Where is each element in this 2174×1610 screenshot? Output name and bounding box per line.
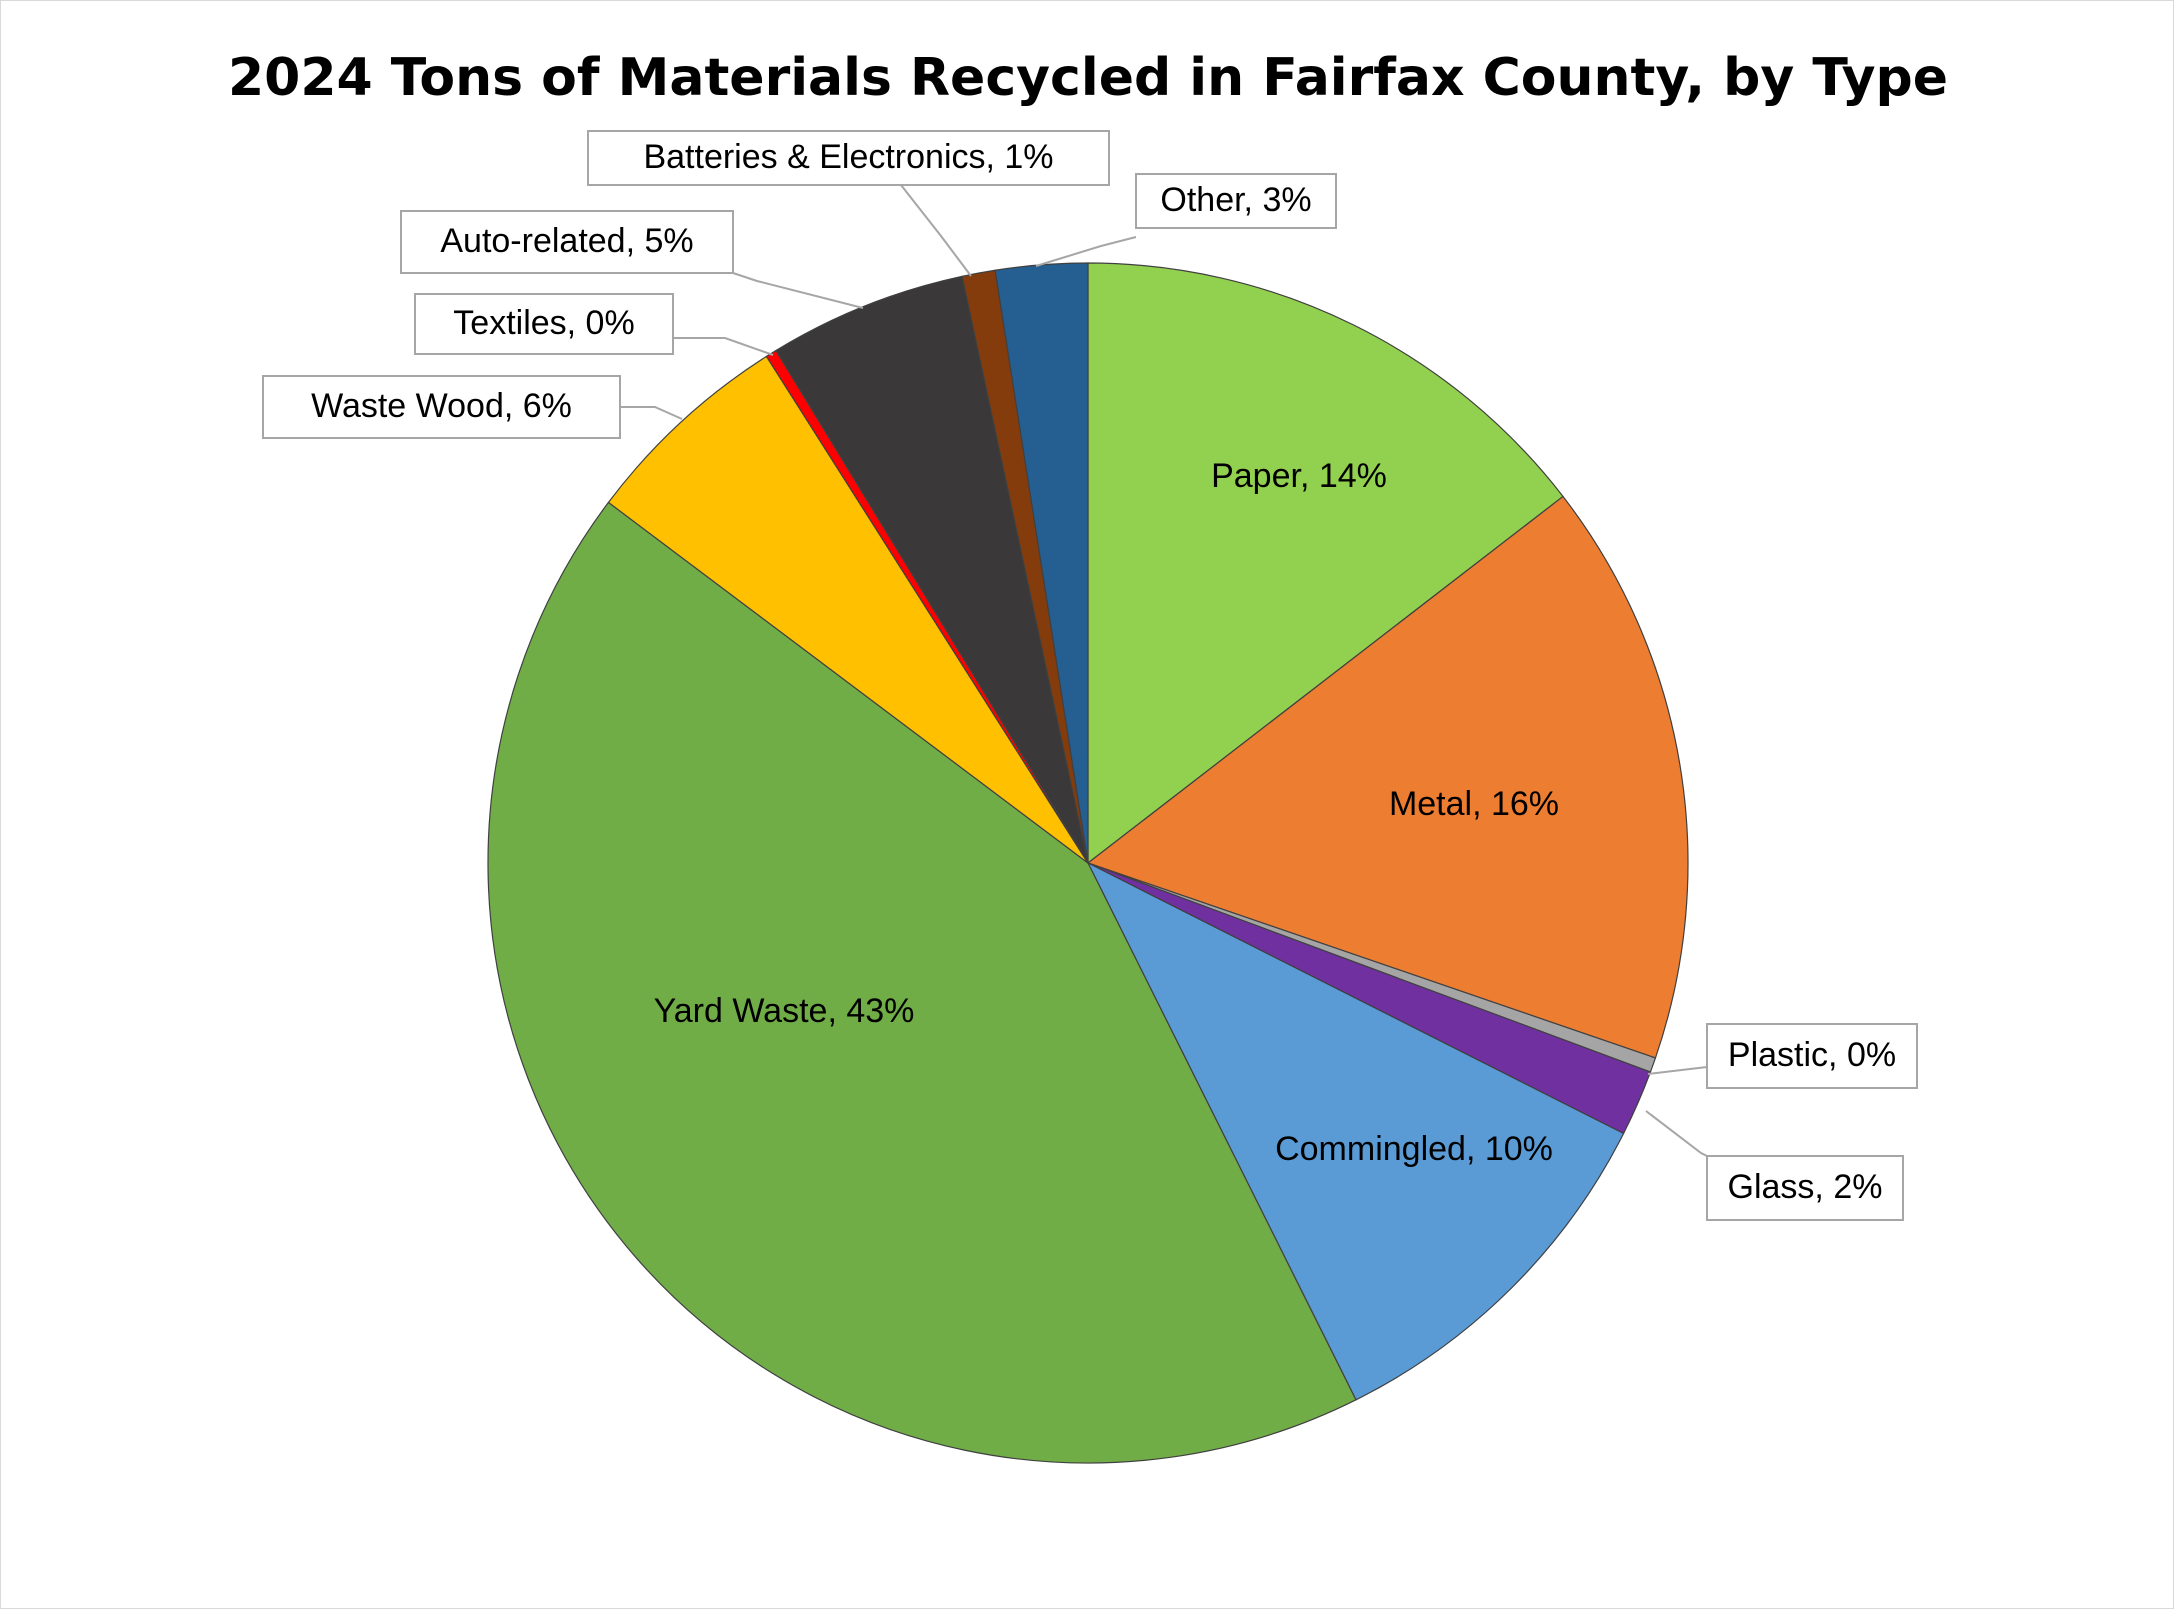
data-label-metal: Metal, 16% xyxy=(1389,785,1559,823)
slice-labels: Paper, 14% Metal, 16% Plastic, 0% Glass, 2%… xyxy=(262,130,1918,1221)
slice-paper xyxy=(1087,262,1564,865)
callout-other: Other, 3% xyxy=(1135,173,1337,229)
callout-box xyxy=(1706,1155,1904,1221)
pie-slices xyxy=(487,262,1689,1464)
callout-box xyxy=(1706,1023,1918,1089)
leader-line-glass xyxy=(1645,1110,1708,1157)
leader-line-other xyxy=(1035,236,1137,267)
callout-glass: Glass, 2% xyxy=(1706,1155,1904,1221)
data-label-yard-waste: Yard Waste, 43% xyxy=(654,992,915,1030)
data-label-commingled: Commingled, 10% xyxy=(1275,1130,1553,1168)
callout-box xyxy=(1135,173,1337,229)
data-label-plastic: Plastic, 0% xyxy=(1728,1036,1896,1074)
chart-title: 2024 Tons of Materials Recycled in Fairf… xyxy=(228,48,1948,108)
callout-auto-related: Auto-related, 5% xyxy=(400,210,734,274)
data-label-batteries-and-electronics: Batteries & Electronics, 1% xyxy=(643,138,1053,176)
callout-box xyxy=(414,293,674,355)
callout-batteries-and-electronics: Batteries & Electronics, 1% xyxy=(587,130,1110,186)
data-label-textiles: Textiles, 0% xyxy=(453,304,634,342)
callout-box xyxy=(587,130,1110,186)
data-label-glass: Glass, 2% xyxy=(1728,1168,1883,1206)
leader-line-plastic xyxy=(1647,1066,1708,1075)
leader-line-waste-wood xyxy=(620,406,683,420)
data-label-waste-wood: Waste Wood, 6% xyxy=(311,387,572,425)
callout-leaders xyxy=(620,184,1708,1157)
callout-waste-wood: Waste Wood, 6% xyxy=(262,375,621,439)
leader-line-batteries-and-electronics xyxy=(900,184,972,277)
data-label-paper: Paper, 14% xyxy=(1211,457,1387,495)
slice-yard-waste xyxy=(487,501,1357,1464)
callout-plastic: Plastic, 0% xyxy=(1706,1023,1918,1089)
slice-waste-wood xyxy=(607,355,1089,864)
slice-auto-related xyxy=(775,275,1089,864)
leader-line-auto-related xyxy=(732,272,864,309)
slice-metal xyxy=(1086,495,1689,1059)
leader-line-textiles xyxy=(673,337,774,356)
callout-box xyxy=(400,210,734,274)
callout-textiles: Textiles, 0% xyxy=(414,293,674,355)
data-label-auto-related: Auto-related, 5% xyxy=(440,222,693,260)
data-label-other: Other, 3% xyxy=(1160,181,1311,219)
slice-commingled xyxy=(1086,861,1625,1401)
callout-box xyxy=(262,375,621,439)
